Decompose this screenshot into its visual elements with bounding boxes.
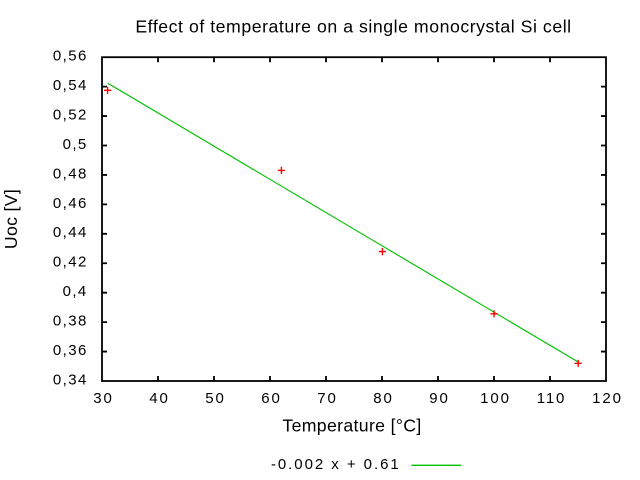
svg-text:100: 100 <box>480 390 511 407</box>
svg-text:60: 60 <box>261 390 282 407</box>
svg-text:0,4: 0,4 <box>63 283 88 300</box>
svg-text:50: 50 <box>205 390 226 407</box>
svg-text:0,52: 0,52 <box>53 107 88 124</box>
svg-text:0,38: 0,38 <box>53 313 88 330</box>
svg-text:80: 80 <box>373 390 394 407</box>
svg-text:0,56: 0,56 <box>53 48 88 65</box>
svg-text:0,34: 0,34 <box>53 371 88 388</box>
svg-text:Uoc [V]: Uoc [V] <box>1 189 21 249</box>
svg-text:0,44: 0,44 <box>53 224 88 241</box>
svg-text:-0.002 x + 0.61: -0.002 x + 0.61 <box>271 456 401 473</box>
svg-text:70: 70 <box>317 390 338 407</box>
svg-text:0,36: 0,36 <box>53 342 88 359</box>
svg-text:0,48: 0,48 <box>53 165 88 182</box>
svg-text:Effect of temperature on a sin: Effect of temperature on a single monocr… <box>135 16 571 36</box>
svg-text:40: 40 <box>149 390 170 407</box>
svg-text:Temperature [°C]: Temperature [°C] <box>282 416 421 436</box>
svg-text:0,46: 0,46 <box>53 195 88 212</box>
svg-text:0,42: 0,42 <box>53 254 88 271</box>
svg-text:110: 110 <box>537 390 567 407</box>
svg-text:90: 90 <box>429 390 450 407</box>
svg-text:30: 30 <box>93 390 114 407</box>
svg-text:0,5: 0,5 <box>63 136 88 153</box>
svg-text:0,54: 0,54 <box>53 77 88 94</box>
svg-text:120: 120 <box>592 390 623 407</box>
